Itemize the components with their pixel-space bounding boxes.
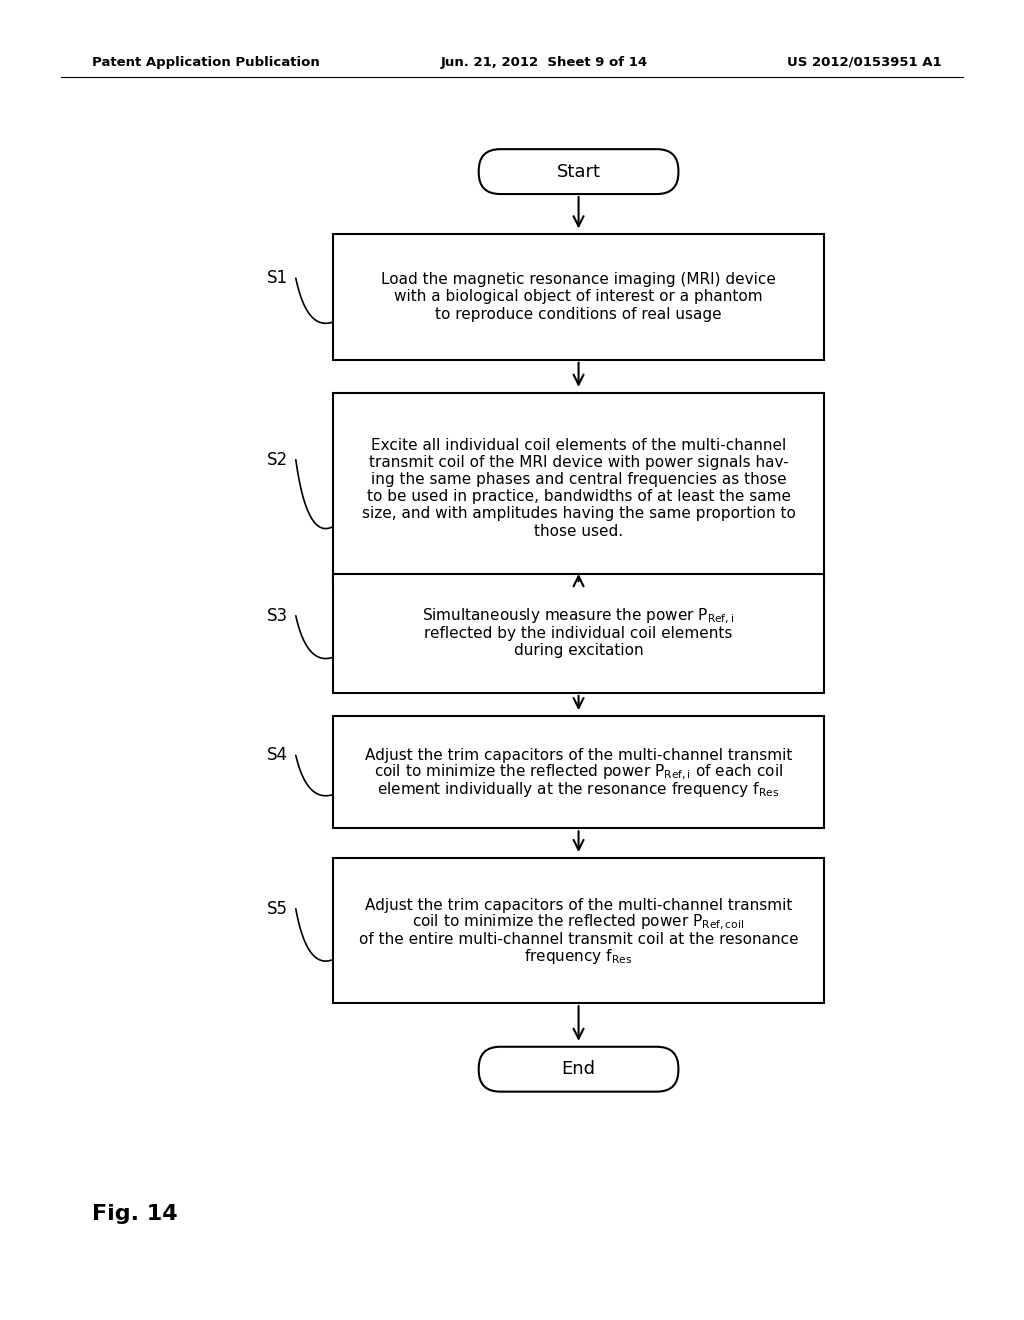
Text: Start: Start — [557, 162, 600, 181]
Text: coil to minimize the reflected power P$_{\mathregular{Ref,i}}$ of each coil: coil to minimize the reflected power P$_… — [374, 763, 783, 781]
Bar — [333, 235, 824, 360]
Text: Adjust the trim capacitors of the multi-channel transmit: Adjust the trim capacitors of the multi-… — [365, 747, 793, 763]
Text: to be used in practice, bandwidths of at least the same: to be used in practice, bandwidths of at… — [367, 490, 791, 504]
Bar — [333, 715, 824, 829]
Text: End: End — [561, 1060, 596, 1078]
Text: Patent Application Publication: Patent Application Publication — [92, 55, 319, 69]
Text: Excite all individual coil elements of the multi-channel: Excite all individual coil elements of t… — [371, 438, 786, 453]
Text: element individually at the resonance frequency f$_{\mathregular{Res}}$: element individually at the resonance fr… — [378, 780, 779, 799]
Bar — [333, 393, 824, 583]
Bar — [333, 858, 824, 1003]
Text: S5: S5 — [267, 900, 289, 917]
Text: with a biological object of interest or a phantom: with a biological object of interest or … — [394, 289, 763, 305]
Text: ing the same phases and central frequencies as those: ing the same phases and central frequenc… — [371, 473, 786, 487]
Text: S2: S2 — [267, 450, 289, 469]
FancyBboxPatch shape — [478, 1047, 678, 1092]
Text: to reproduce conditions of real usage: to reproduce conditions of real usage — [435, 306, 722, 322]
Text: Load the magnetic resonance imaging (MRI) device: Load the magnetic resonance imaging (MRI… — [381, 272, 776, 288]
Text: of the entire multi-channel transmit coil at the resonance: of the entire multi-channel transmit coi… — [358, 932, 799, 946]
Text: S1: S1 — [267, 269, 289, 288]
Text: Simultaneously measure the power P$_{\mathregular{Ref,i}}$: Simultaneously measure the power P$_{\ma… — [423, 607, 734, 626]
Text: S4: S4 — [267, 746, 289, 764]
Text: coil to minimize the reflected power P$_{\mathregular{Ref,coil}}$: coil to minimize the reflected power P$_… — [413, 912, 744, 932]
Bar — [333, 574, 824, 693]
Text: frequency f$_{\mathregular{Res}}$: frequency f$_{\mathregular{Res}}$ — [524, 946, 633, 966]
Text: S3: S3 — [267, 607, 289, 624]
FancyBboxPatch shape — [478, 149, 678, 194]
Text: Adjust the trim capacitors of the multi-channel transmit: Adjust the trim capacitors of the multi-… — [365, 898, 793, 912]
Text: transmit coil of the MRI device with power signals hav-: transmit coil of the MRI device with pow… — [369, 455, 788, 470]
Text: Jun. 21, 2012  Sheet 9 of 14: Jun. 21, 2012 Sheet 9 of 14 — [440, 55, 647, 69]
Text: size, and with amplitudes having the same proportion to: size, and with amplitudes having the sam… — [361, 507, 796, 521]
Text: Fig. 14: Fig. 14 — [92, 1204, 178, 1225]
Text: reflected by the individual coil elements: reflected by the individual coil element… — [424, 626, 733, 642]
Text: those used.: those used. — [534, 524, 624, 539]
Text: US 2012/0153951 A1: US 2012/0153951 A1 — [787, 55, 942, 69]
Text: during excitation: during excitation — [514, 643, 643, 659]
